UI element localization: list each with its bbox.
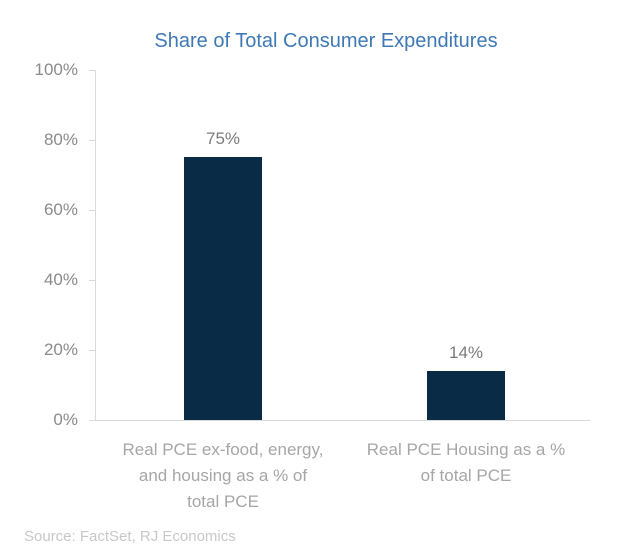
y-axis-tick-label: 80% bbox=[43, 130, 78, 149]
y-axis-tick-label: 0% bbox=[53, 410, 78, 429]
y-axis-tick bbox=[89, 350, 96, 351]
source-note: Source: FactSet, RJ Economics bbox=[24, 528, 236, 545]
y-axis-tick-label: 40% bbox=[43, 270, 78, 289]
y-axis-tick bbox=[89, 140, 96, 141]
bar-value-label: 14% bbox=[448, 343, 484, 362]
bar bbox=[184, 157, 262, 420]
y-axis-tick-label: 20% bbox=[43, 340, 78, 359]
bar bbox=[427, 371, 505, 420]
y-axis-tick-label: 60% bbox=[43, 200, 78, 219]
y-axis-tick bbox=[89, 280, 96, 281]
y-axis-tick bbox=[89, 70, 96, 71]
y-axis-tick bbox=[89, 210, 96, 211]
y-axis-tick-label: 100% bbox=[34, 60, 78, 79]
category-label: Real PCE Housing as a % of total PCE bbox=[366, 440, 566, 485]
y-axis-line bbox=[95, 70, 96, 421]
category-label: Real PCE ex-food, energy, and housing as… bbox=[122, 440, 324, 511]
bar-value-label: 75% bbox=[205, 129, 241, 148]
y-axis-tick bbox=[89, 420, 96, 421]
chart-title: Share of Total Consumer Expenditures bbox=[154, 30, 498, 52]
x-axis-line bbox=[89, 420, 590, 421]
